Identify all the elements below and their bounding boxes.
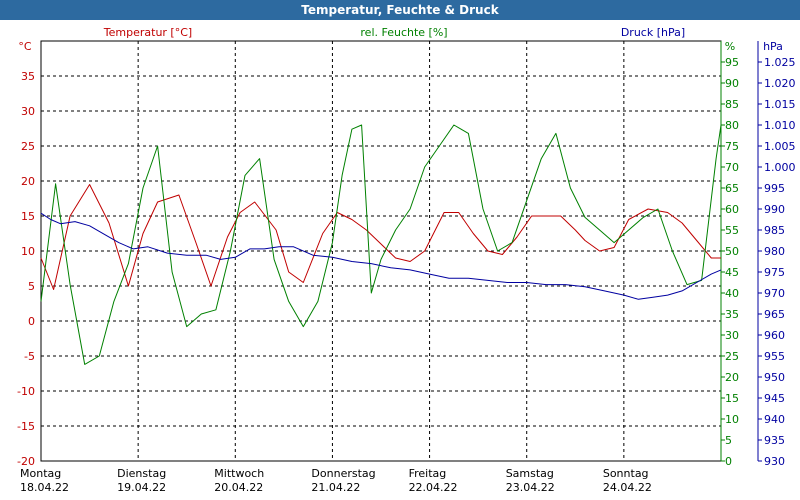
humidity-tick-label: 85 — [725, 98, 739, 111]
humidity-tick-label: 65 — [725, 182, 739, 195]
x-tick-date: 21.04.22 — [311, 481, 360, 494]
humidity-tick-label: 5 — [725, 434, 732, 447]
temperature-tick-label: 15 — [21, 210, 35, 223]
pressure-tick-label: 1.015 — [764, 98, 796, 111]
humidity-axis-title: rel. Feuchte [%] — [360, 26, 447, 39]
humidity-tick-label: 20 — [725, 371, 739, 384]
grid-lines — [41, 41, 721, 461]
axis-titles: Temperatur [°C] rel. Feuchte [%] Druck [… — [18, 26, 783, 53]
humidity-tick-label: 70 — [725, 161, 739, 174]
humidity-tick-label: 15 — [725, 392, 739, 405]
temperature-axis-title: Temperatur [°C] — [103, 26, 192, 39]
humidity-tick-label: 75 — [725, 140, 739, 153]
humidity-tick-label: 40 — [725, 287, 739, 300]
x-tick-date: 20.04.22 — [214, 481, 263, 494]
humidity-tick-label: 55 — [725, 224, 739, 237]
pressure-axis-title: Druck [hPa] — [621, 26, 685, 39]
temperature-tick-label: 35 — [21, 70, 35, 83]
humidity-tick-label: 80 — [725, 119, 739, 132]
temperature-tick-label: 20 — [21, 175, 35, 188]
temperature-tick-label: -5 — [24, 350, 35, 363]
pressure-tick-label: 1.010 — [764, 119, 796, 132]
humidity-tick-label: 25 — [725, 350, 739, 363]
humidity-unit: % — [725, 40, 735, 53]
pressure-tick-label: 995 — [764, 182, 785, 195]
x-tick-date: 22.04.22 — [409, 481, 458, 494]
pressure-tick-label: 940 — [764, 413, 785, 426]
pressure-tick-label: 965 — [764, 308, 785, 321]
x-tick-date: 19.04.22 — [117, 481, 166, 494]
x-tick-weekday: Mittwoch — [214, 467, 264, 480]
pressure-unit: hPa — [763, 40, 783, 53]
temperature-axis: 35 30 25 20 15 10 5 0 -5 -10 -15 -20 — [17, 70, 35, 468]
pressure-axis: 1.025 1.020 1.015 1.010 1.005 1.000 995 990 985 9… — [757, 41, 796, 468]
x-tick-weekday: Donnerstag — [311, 467, 375, 480]
temperature-tick-label: 10 — [21, 245, 35, 258]
x-tick-date: 24.04.22 — [603, 481, 652, 494]
humidity-tick-label: 30 — [725, 329, 739, 342]
pressure-tick-label: 1.020 — [764, 77, 796, 90]
humidity-tick-label: 45 — [725, 266, 739, 279]
humidity-tick-label: 50 — [725, 245, 739, 258]
pressure-tick-label: 1.005 — [764, 140, 796, 153]
pressure-tick-label: 945 — [764, 392, 785, 405]
temperature-tick-label: 0 — [28, 315, 35, 328]
humidity-tick-label: 60 — [725, 203, 739, 216]
temperature-tick-label: 5 — [28, 280, 35, 293]
x-tick-date: 23.04.22 — [506, 481, 555, 494]
data-series — [40, 124, 722, 365]
pressure-tick-label: 975 — [764, 266, 785, 279]
temperature-tick-label: -10 — [17, 385, 35, 398]
series-line-temp — [40, 184, 721, 290]
pressure-tick-label: 955 — [764, 350, 785, 363]
humidity-tick-label: 35 — [725, 308, 739, 321]
series-line-press — [40, 212, 722, 300]
temperature-tick-label: -15 — [17, 420, 35, 433]
pressure-tick-label: 1.000 — [764, 161, 796, 174]
pressure-tick-label: 985 — [764, 224, 785, 237]
x-tick-weekday: Freitag — [409, 467, 447, 480]
temperature-tick-label: 30 — [21, 105, 35, 118]
humidity-tick-label: 0 — [725, 455, 732, 468]
pressure-tick-label: 990 — [764, 203, 785, 216]
x-tick-weekday: Samstag — [506, 467, 554, 480]
temperature-tick-label: -20 — [17, 455, 35, 468]
x-tick-weekday: Dienstag — [117, 467, 166, 480]
series-line-hum — [40, 124, 722, 365]
humidity-tick-label: 90 — [725, 77, 739, 90]
pressure-tick-label: 950 — [764, 371, 785, 384]
humidity-tick-label: 95 — [725, 56, 739, 69]
pressure-tick-label: 1.025 — [764, 56, 796, 69]
x-tick-date: 18.04.22 — [20, 481, 69, 494]
humidity-tick-label: 10 — [725, 413, 739, 426]
pressure-tick-label: 980 — [764, 245, 785, 258]
temperature-unit: °C — [18, 40, 32, 53]
pressure-tick-label: 935 — [764, 434, 785, 447]
pressure-tick-label: 970 — [764, 287, 785, 300]
pressure-tick-label: 930 — [764, 455, 785, 468]
x-tick-weekday: Sonntag — [603, 467, 649, 480]
x-tick-weekday: Montag — [20, 467, 61, 480]
chart-title: Temperatur, Feuchte & Druck — [0, 0, 800, 20]
pressure-tick-label: 960 — [764, 329, 785, 342]
temperature-tick-label: 25 — [21, 140, 35, 153]
chart-background — [0, 20, 800, 500]
